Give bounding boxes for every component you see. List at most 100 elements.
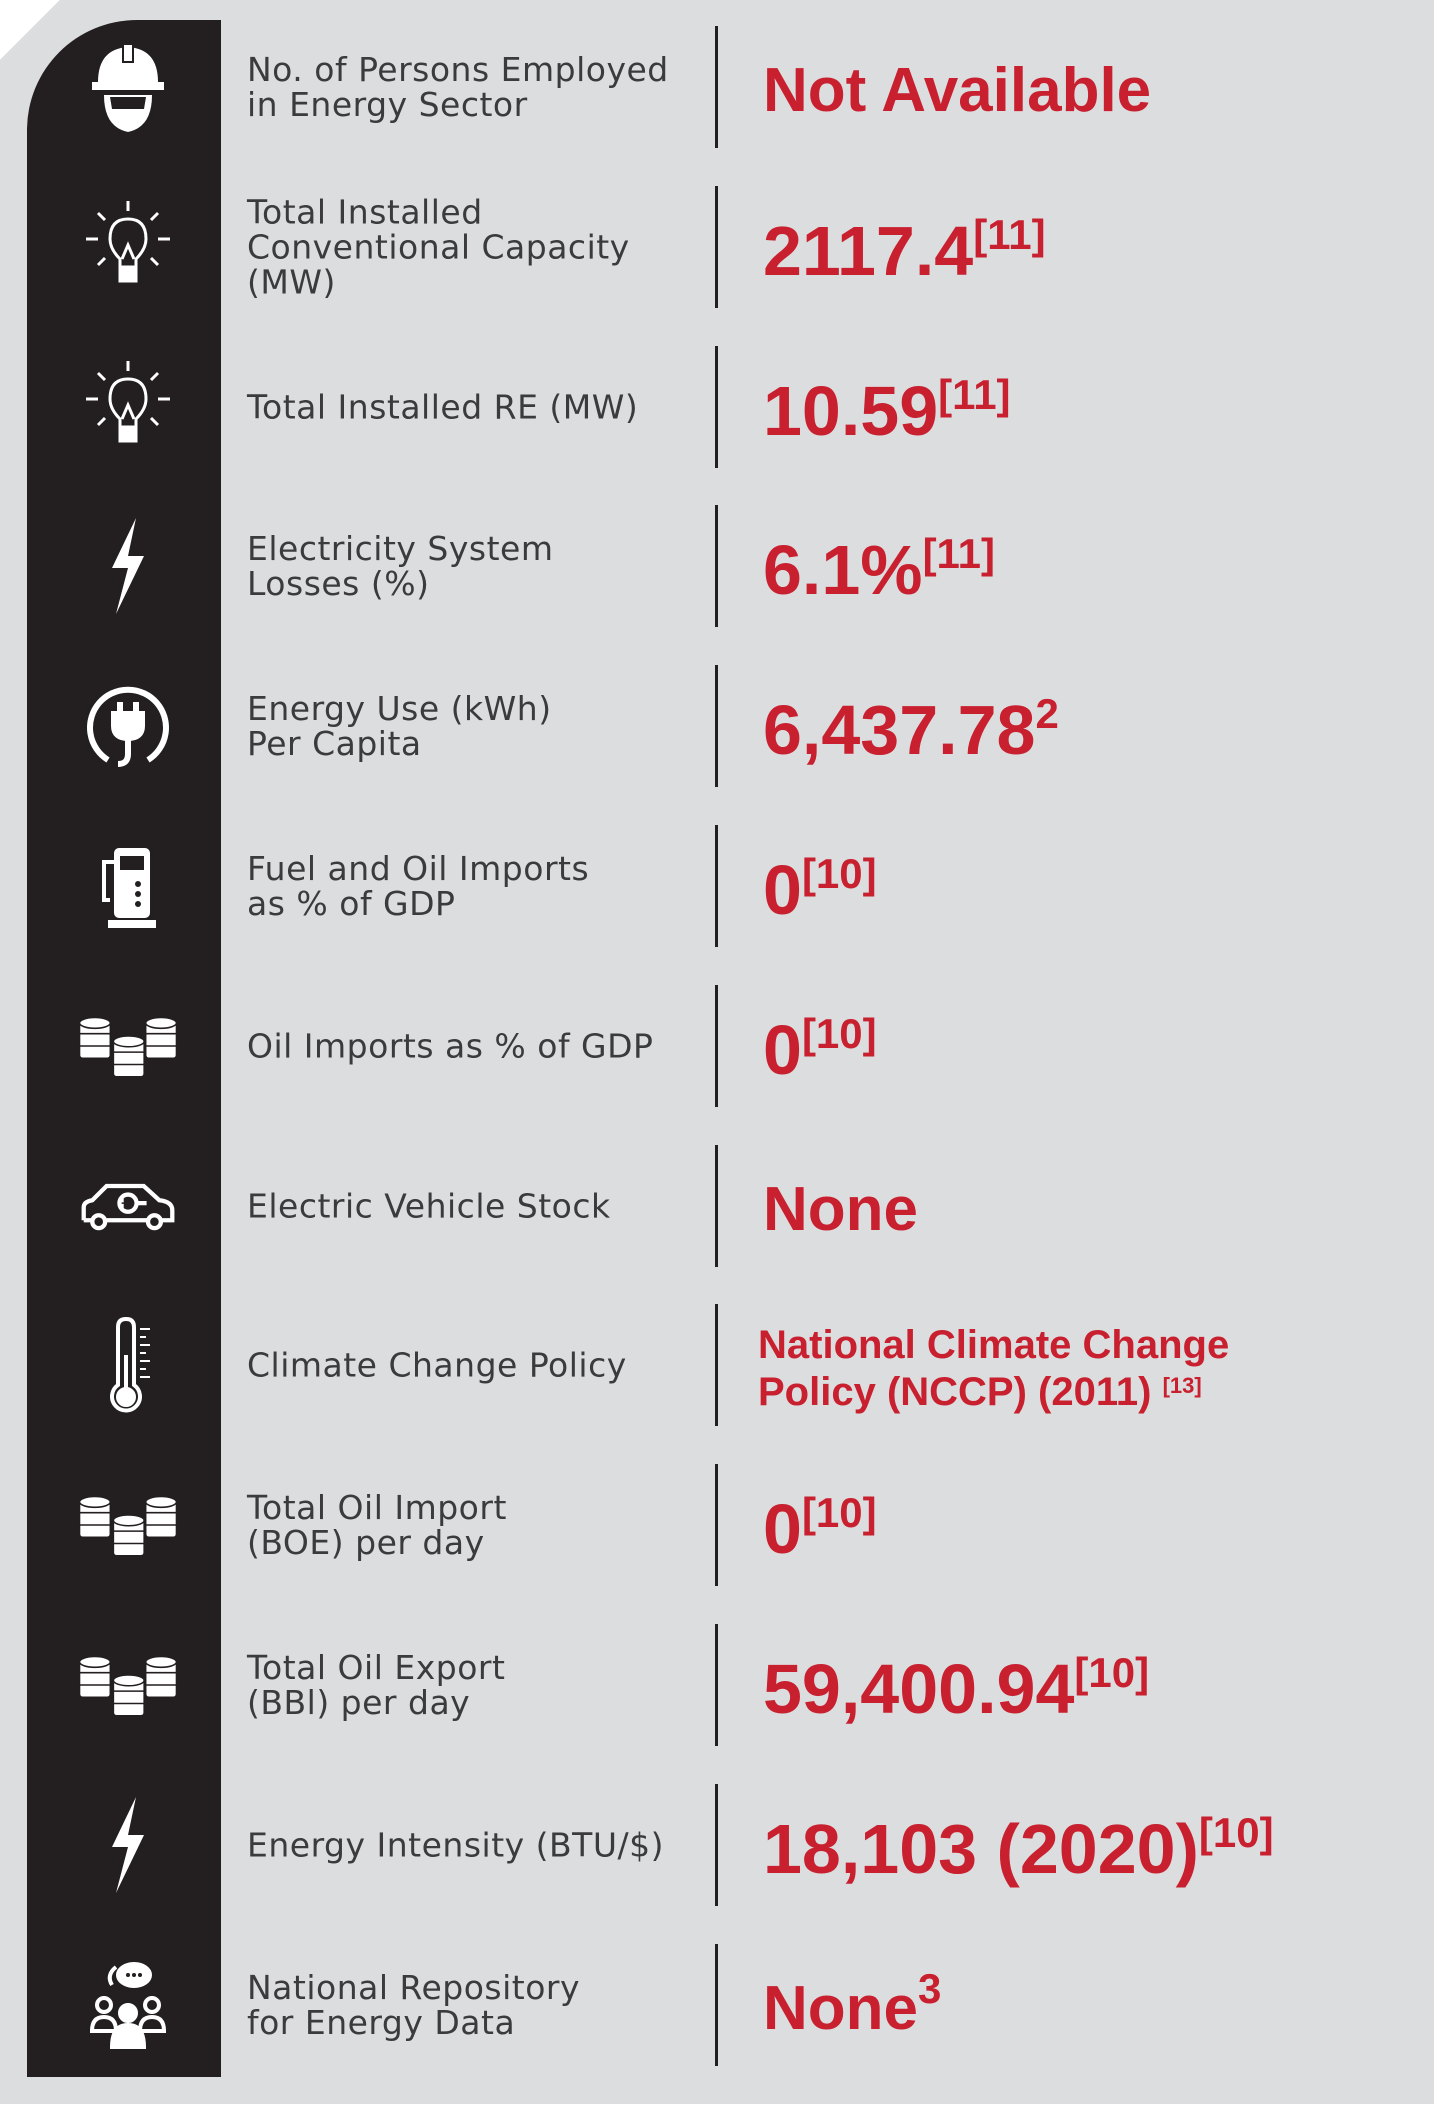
row-value: 0[10] bbox=[763, 852, 1413, 928]
row-label: Fuel and Oil Imports as % of GDP bbox=[247, 851, 707, 921]
row-value: National Climate Change Policy (NCCP) (2… bbox=[758, 1322, 1318, 1416]
row-icon bbox=[63, 1630, 193, 1740]
value-text: 0 bbox=[763, 1490, 802, 1569]
label-line: (MW) bbox=[247, 262, 336, 302]
row-value: 6.1%[11] bbox=[763, 532, 1413, 608]
label-line: Energy Intensity (BTU/$) bbox=[247, 1825, 664, 1865]
value-text: 6,437.78 bbox=[763, 691, 1036, 770]
divider bbox=[715, 984, 718, 1107]
label-line: as % of GDP bbox=[247, 884, 456, 923]
row-value: 2117.4[11] bbox=[763, 213, 1413, 289]
value-note: 3 bbox=[918, 1964, 942, 2012]
row-icon bbox=[63, 1470, 193, 1580]
value-text: 2117.4 bbox=[763, 211, 974, 290]
label-line: Conventional Capacity bbox=[247, 227, 630, 267]
divider bbox=[715, 1304, 718, 1427]
row-icon bbox=[63, 991, 193, 1101]
value-note: [10] bbox=[801, 1009, 877, 1057]
value-text: 10.59 bbox=[763, 371, 939, 450]
label-line: for Energy Data bbox=[247, 2002, 516, 2042]
row-icon bbox=[110, 1317, 152, 1413]
divider bbox=[715, 1624, 718, 1746]
divider bbox=[715, 1144, 718, 1267]
value-text: None bbox=[763, 1973, 918, 2043]
label-line: Electricity System bbox=[247, 529, 554, 569]
label-line: Per Capita bbox=[247, 724, 422, 764]
value-note: [10] bbox=[801, 850, 877, 897]
value-note: [11] bbox=[973, 210, 1046, 258]
label-line: Fuel and Oil Imports bbox=[247, 849, 590, 888]
value-note: 2 bbox=[1035, 690, 1059, 738]
label-line: Climate Change Policy bbox=[247, 1345, 627, 1385]
row-icon bbox=[112, 1796, 144, 1893]
label-line: in Energy Sector bbox=[247, 85, 528, 124]
corner bbox=[0, 0, 60, 60]
label-line: Oil Imports as % of GDP bbox=[247, 1026, 654, 1066]
divider bbox=[715, 1783, 718, 1906]
value-note: [10] bbox=[801, 1489, 877, 1537]
row-label: Total Installed Conventional Capacity (MW) bbox=[247, 194, 707, 299]
divider bbox=[715, 505, 718, 628]
row-value: 0[10] bbox=[763, 1491, 1413, 1567]
value-text: None bbox=[763, 1174, 918, 1244]
label-line: Total Oil Export bbox=[247, 1648, 506, 1687]
value-note: [10] bbox=[1074, 1649, 1150, 1696]
row-label: Electric Vehicle Stock bbox=[247, 1188, 707, 1223]
value-text: Not Available bbox=[763, 56, 1152, 125]
label-line: Total Installed bbox=[247, 192, 483, 232]
value-text: 18,103 (2020) bbox=[763, 1809, 1199, 1888]
row-label: Energy Intensity (BTU/$) bbox=[247, 1827, 707, 1862]
row-icon bbox=[102, 846, 158, 930]
divider bbox=[715, 26, 718, 148]
row-label: Oil Imports as % of GDP bbox=[247, 1028, 707, 1063]
value-text: 59,400.94 bbox=[763, 1650, 1075, 1728]
value-note: [11] bbox=[938, 370, 1011, 418]
row-value: 0[10] bbox=[763, 1012, 1413, 1088]
divider bbox=[715, 1464, 718, 1587]
row-value: 10.59[11] bbox=[763, 373, 1413, 449]
label-line: Energy Use (kWh) bbox=[247, 689, 552, 729]
label-line: Total Installed RE (MW) bbox=[247, 387, 639, 427]
row-icon bbox=[63, 1151, 193, 1261]
label-line: Losses (%) bbox=[247, 564, 430, 604]
row-value: 6,437.782 bbox=[763, 692, 1413, 768]
value-note: [10] bbox=[1198, 1808, 1274, 1856]
label-line: No. of Persons Employed bbox=[247, 50, 669, 89]
row-label: Total Oil Import (BOE) per day bbox=[247, 1490, 707, 1560]
row-value: None3 bbox=[763, 1967, 1413, 2047]
value-text: National Climate Change Policy (NCCP) (2… bbox=[758, 1323, 1230, 1415]
row-icon bbox=[63, 671, 193, 781]
row-icon bbox=[112, 518, 144, 615]
label-line: Total Oil Import bbox=[247, 1488, 507, 1528]
value-text: 6.1% bbox=[763, 531, 923, 610]
divider bbox=[715, 345, 718, 468]
value-note: [11] bbox=[922, 530, 995, 578]
row-icon bbox=[92, 43, 164, 132]
row-icon bbox=[90, 1961, 166, 2049]
row-value: 18,103 (2020)[10] bbox=[763, 1811, 1413, 1887]
divider bbox=[715, 665, 718, 788]
row-label: Total Oil Export (BBl) per day bbox=[247, 1650, 707, 1720]
row-label: Electricity System Losses (%) bbox=[247, 531, 707, 601]
divider bbox=[715, 1943, 718, 2066]
divider bbox=[715, 185, 718, 308]
row-label: No. of Persons Employed in Energy Sector bbox=[247, 52, 707, 122]
row-label: Total Installed RE (MW) bbox=[247, 389, 707, 424]
row-label: Energy Use (kWh) Per Capita bbox=[247, 691, 707, 761]
value-note: [13] bbox=[1162, 1373, 1202, 1399]
value-text: 0 bbox=[763, 851, 802, 929]
row-value: Not Available bbox=[763, 53, 1413, 129]
label-line: Electric Vehicle Stock bbox=[247, 1186, 611, 1226]
value-text: 0 bbox=[763, 1010, 802, 1089]
row-label: Climate Change Policy bbox=[247, 1348, 707, 1383]
label-line: National Repository bbox=[247, 1967, 580, 2007]
row-icon bbox=[84, 199, 172, 283]
label-line: (BBl) per day bbox=[247, 1683, 471, 1722]
divider bbox=[715, 825, 718, 947]
row-icon bbox=[84, 359, 172, 443]
row-value: None bbox=[763, 1172, 1413, 1248]
row-value: 59,400.94[10] bbox=[763, 1651, 1413, 1727]
row-label: National Repository for Energy Data bbox=[247, 1970, 707, 2040]
label-line: (BOE) per day bbox=[247, 1523, 485, 1563]
